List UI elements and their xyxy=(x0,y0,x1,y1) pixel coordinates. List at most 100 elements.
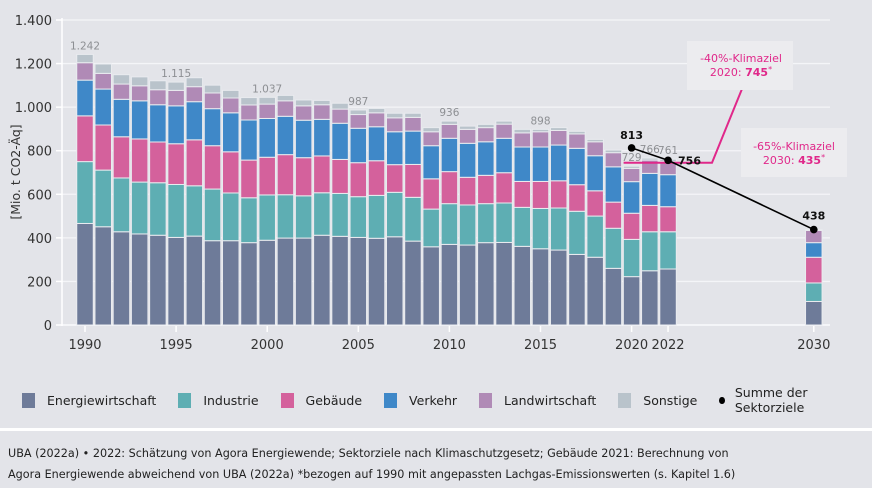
bar-segment-sonstige-2003 xyxy=(313,99,331,106)
bar-segment-landwirtschaft-2000 xyxy=(258,103,276,119)
bar-segment-landwirtschaft-2019 xyxy=(604,152,623,168)
bar-segment-gebäude-2013 xyxy=(495,172,513,204)
legend-label: Energiewirtschaft xyxy=(47,392,157,408)
x-tick-label: 2005 xyxy=(342,338,375,353)
bar-segment-energiewirtschaft-2017 xyxy=(568,253,586,326)
bar-segment-landwirtschaft-2001 xyxy=(276,100,295,117)
bar-segment-sonstige-2016 xyxy=(549,127,568,131)
bar-segment-gebäude-2012 xyxy=(477,174,495,205)
bar-segment-verkehr-1993 xyxy=(130,100,149,140)
x-tick-label: 1995 xyxy=(160,338,193,353)
bar-segment-energiewirtschaft-2030 xyxy=(805,300,823,326)
klimaziel-2030-value: 2030: 435* xyxy=(763,153,825,167)
legend-label: Sonstige xyxy=(643,392,698,408)
bar-segment-sonstige-2010 xyxy=(440,120,459,125)
bar-segment-sonstige-2015 xyxy=(531,128,550,133)
bar-segment-energiewirtschaft-2002 xyxy=(294,237,313,326)
bar-segment-energiewirtschaft-2019 xyxy=(604,267,623,326)
bar-segment-energiewirtschaft-2018 xyxy=(586,256,604,326)
bar-segment-landwirtschaft-1990 xyxy=(76,62,94,81)
bar-segment-gebäude-1998 xyxy=(222,151,240,194)
bar-segment-landwirtschaft-2010 xyxy=(440,123,459,139)
bar-segment-energiewirtschaft-2008 xyxy=(404,240,422,326)
x-tick-label: 2022 xyxy=(651,338,684,353)
bar-segment-verkehr-2020 xyxy=(622,181,641,214)
bar-segment-sonstige-2014 xyxy=(513,128,532,134)
legend-label: Verkehr xyxy=(409,392,458,408)
bar-segment-landwirtschaft-1998 xyxy=(222,97,240,114)
bar-segment-verkehr-2013 xyxy=(495,137,513,174)
bar-segment-sonstige-2000 xyxy=(258,96,276,105)
sector-target-point-2020 xyxy=(627,144,636,152)
bar-segment-energiewirtschaft-2007 xyxy=(385,236,404,326)
bar-segment-energiewirtschaft-2016 xyxy=(549,249,568,326)
bar-segment-gebäude-2020 xyxy=(622,212,641,240)
bar-segment-landwirtschaft-2016 xyxy=(549,129,568,146)
bar-segment-energiewirtschaft-2015 xyxy=(531,248,550,326)
bar-segment-energiewirtschaft-2014 xyxy=(513,245,532,326)
bar-segment-gebäude-2015 xyxy=(531,180,550,209)
y-tick-label: 1.200 xyxy=(15,58,52,73)
bar-segment-verkehr-2017 xyxy=(568,147,586,186)
bar-segment-gebäude-2017 xyxy=(568,184,586,212)
bar-segment-gebäude-2014 xyxy=(513,180,532,208)
bar-segment-landwirtschaft-2009 xyxy=(422,131,440,147)
divider xyxy=(0,428,872,431)
bar-segment-industrie-2013 xyxy=(495,202,513,243)
bar-segment-energiewirtschaft-2020 xyxy=(622,276,641,326)
bar-segment-verkehr-2021 xyxy=(641,172,659,206)
bar-segment-verkehr-1995 xyxy=(167,105,185,145)
legend-item-landwirtschaft: Landwirtschaft xyxy=(479,392,596,408)
bar-segment-energiewirtschaft-1997 xyxy=(203,240,222,326)
klimaziel-2030-title: -65%-Klimaziel xyxy=(753,140,835,153)
bar-segment-energiewirtschaft-2011 xyxy=(458,244,477,326)
bar-segment-gebäude-2019 xyxy=(604,201,623,229)
bar-segment-sonstige-1998 xyxy=(222,89,240,99)
legend-swatch xyxy=(280,392,294,408)
bar-segment-industrie-2000 xyxy=(258,194,276,241)
x-tick-label: 1990 xyxy=(68,338,101,353)
bar-segment-landwirtschaft-1999 xyxy=(240,104,258,121)
footnote-line-2: Agora Energiewende abweichend von UBA (2… xyxy=(8,468,736,481)
klimaziel-2020-title: -40%-Klimaziel xyxy=(700,52,782,65)
bar-segment-gebäude-2004 xyxy=(331,158,349,194)
bar-segment-gebäude-1993 xyxy=(130,138,149,183)
bar-segment-gebäude-2022 xyxy=(659,206,677,233)
bar-segment-landwirtschaft-2004 xyxy=(331,108,349,124)
bar-segment-industrie-1992 xyxy=(112,177,131,233)
y-tick-label: 1.000 xyxy=(15,101,52,116)
bar-segment-landwirtschaft-2005 xyxy=(349,114,368,129)
bar-segment-landwirtschaft-2014 xyxy=(513,132,532,148)
bar-segment-landwirtschaft-2006 xyxy=(367,112,386,128)
bar-segment-verkehr-2004 xyxy=(331,122,349,160)
bar-segment-sonstige-1991 xyxy=(94,63,112,74)
bar-segment-sonstige-1999 xyxy=(240,97,258,106)
bar-segment-industrie-1997 xyxy=(203,188,222,242)
bar-segment-sonstige-1997 xyxy=(203,84,222,94)
bar-segment-landwirtschaft-2020 xyxy=(622,167,641,183)
legend-label: Gebäude xyxy=(305,392,363,408)
bar-segment-energiewirtschaft-2004 xyxy=(331,235,349,326)
legend-label: Industrie xyxy=(203,392,259,408)
bar-segment-energiewirtschaft-1991 xyxy=(94,226,112,326)
sector-target-label: 756 xyxy=(678,154,701,167)
legend-label: Summe der Sektorziele xyxy=(734,385,808,415)
bar-segment-industrie-2008 xyxy=(404,196,422,242)
bar-segment-energiewirtschaft-1999 xyxy=(240,242,258,326)
sector-target-point-2030 xyxy=(810,225,818,234)
bar-segment-verkehr-2016 xyxy=(549,144,568,182)
bar-segment-sonstige-2020 xyxy=(622,165,641,169)
bar-segment-sonstige-2019 xyxy=(604,149,623,154)
total-label: 898 xyxy=(530,115,550,127)
bar-segment-gebäude-2003 xyxy=(313,155,331,194)
x-tick-label: 2030 xyxy=(797,338,830,353)
total-label: 761 xyxy=(658,145,678,157)
legend-item-sektorziele: Summe der Sektorziele xyxy=(719,385,850,415)
total-label: 1.115 xyxy=(161,68,191,80)
bar-segment-landwirtschaft-1991 xyxy=(94,72,112,90)
bar-segment-energiewirtschaft-1996 xyxy=(185,235,204,326)
x-tick-label: 2020 xyxy=(615,338,648,353)
emissions-chart: 0 200 400 600 800 1.000 1.200 1.400 [Mio. t CO2-… xyxy=(8,14,835,353)
bar-segment-sonstige-2017 xyxy=(568,130,586,135)
bar-segment-sonstige-2004 xyxy=(331,102,349,110)
